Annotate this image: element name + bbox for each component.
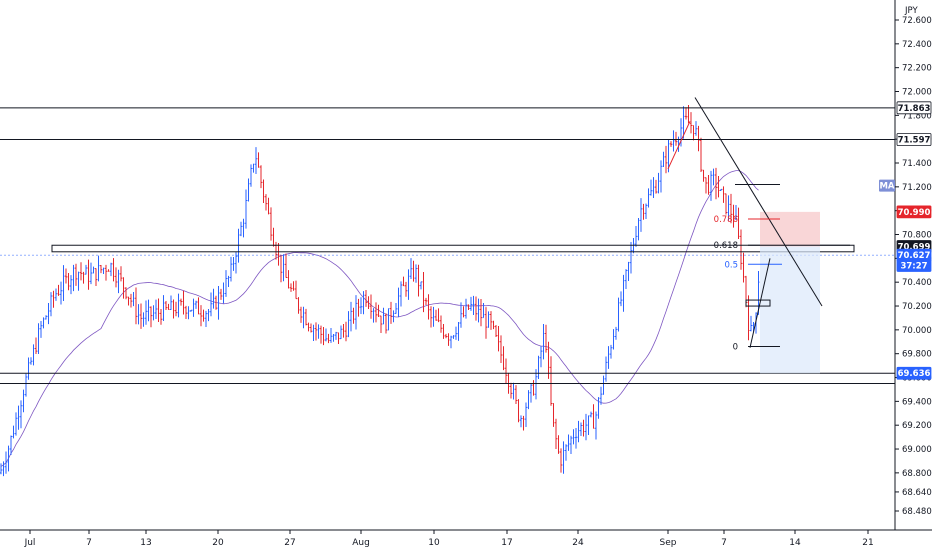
price-tick-label: 70.200 — [902, 302, 932, 312]
price-tag-label: 71.863 — [898, 104, 931, 114]
price-tick-label: 71.800 — [902, 111, 932, 121]
time-tick-label: 10 — [428, 538, 440, 548]
price-tag — [896, 366, 932, 380]
time-tick-label: 7 — [86, 538, 92, 548]
price-tag-label: 70.990 — [898, 208, 931, 218]
time-tick-label: 27 — [284, 538, 295, 548]
price-tick-label: 70.400 — [902, 278, 932, 288]
fib-anchor-line — [749, 258, 771, 348]
price-tick-label: 68.800 — [902, 469, 932, 479]
price-tick-label: 72.000 — [902, 88, 932, 98]
currency-label: JPY — [904, 6, 918, 16]
support-zone-rect[interactable] — [51, 244, 855, 253]
price-tag-label: 70.699 — [898, 243, 931, 253]
red-trend-segment — [667, 121, 691, 170]
price-tick-label: 69.400 — [902, 397, 932, 407]
ma-badge-label: MA — [879, 182, 894, 192]
price-tag — [896, 101, 932, 115]
entry-box[interactable] — [745, 299, 771, 307]
time-tick-label: 14 — [789, 538, 801, 548]
price-tick-label: 68.480 — [902, 507, 932, 517]
price-tick-label: 69.200 — [902, 421, 932, 431]
fib-level-label: 0.5 — [724, 260, 738, 270]
descending-trendline[interactable] — [694, 97, 823, 307]
stop-loss-zone[interactable] — [760, 211, 820, 247]
time-tick-label: 7 — [721, 538, 727, 548]
price-tag — [896, 133, 932, 146]
take-profit-zone[interactable] — [760, 246, 820, 374]
price-tag — [896, 259, 932, 272]
price-tag-label: 71.597 — [898, 136, 931, 146]
time-tick-label: Aug — [352, 538, 370, 548]
fib-level-label: 0 — [733, 343, 738, 353]
fib-level-label: 0.786 — [714, 215, 738, 225]
price-tick-label: 72.200 — [902, 64, 932, 74]
time-tick-label: Jul — [24, 538, 36, 548]
fib-level-label: 0.618 — [714, 241, 738, 251]
price-tick-label: 70.800 — [902, 231, 932, 241]
time-tick-label: 20 — [212, 538, 224, 548]
time-tick-label: 21 — [862, 538, 873, 548]
time-tick-label: 17 — [501, 538, 512, 548]
price-tag-label: 37:27 — [900, 262, 927, 272]
price-tag — [896, 205, 932, 219]
price-tick-label: 69.800 — [902, 350, 932, 360]
price-tick-label: 71.200 — [902, 183, 932, 193]
price-tick-label: 70.000 — [902, 326, 932, 336]
price-tag-label: 69.636 — [898, 369, 931, 379]
price-tick-label: 72.600 — [902, 16, 932, 26]
price-tick-label: 71.400 — [902, 159, 932, 169]
price-tag-label: 70.627 — [898, 251, 931, 261]
moving-average-line — [0, 170, 759, 467]
time-tick-label: 24 — [572, 538, 584, 548]
time-tick-label: Sep — [660, 538, 677, 548]
price-tick-label: 68.640 — [902, 488, 932, 498]
price-tick-label: 72.400 — [902, 40, 932, 50]
time-tick-label: 13 — [140, 538, 151, 548]
ma-badge[interactable] — [879, 179, 895, 192]
price-tick-label: 69.000 — [902, 445, 932, 455]
